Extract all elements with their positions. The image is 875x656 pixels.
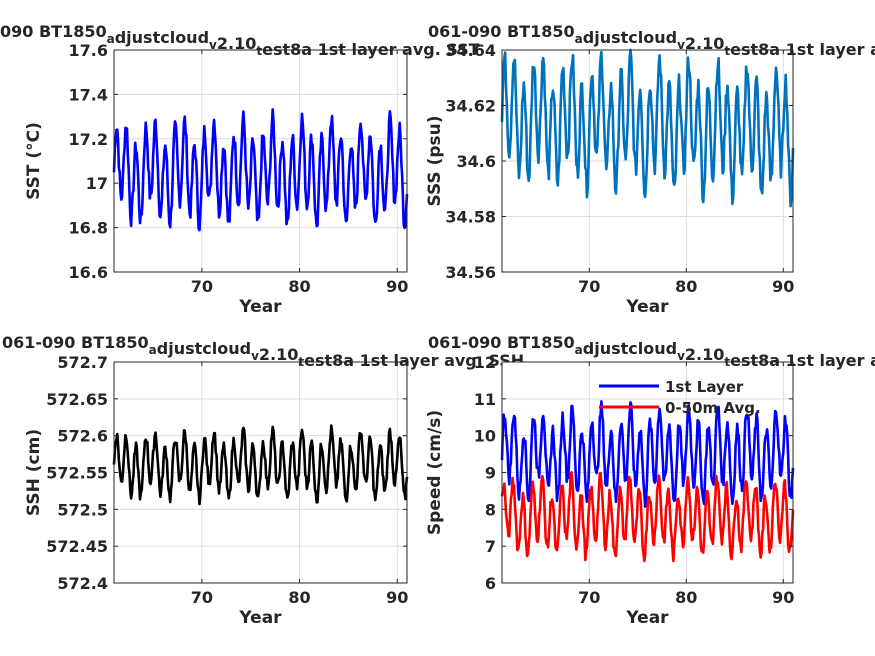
chart-title: 061-090 BT1850adjustcloudv2.10test8a 1st… xyxy=(428,333,875,370)
y-tick-label: 16.8 xyxy=(69,219,108,238)
legend-label-2: 0-50m Avg. xyxy=(665,399,761,417)
y-tick-label: 572.55 xyxy=(46,464,108,483)
x-axis-label: Year xyxy=(238,608,282,628)
title-text: 061-090 BT1850 xyxy=(2,333,149,352)
y-axis-label: SSH (cm) xyxy=(24,429,44,516)
x-tick-label: 70 xyxy=(578,588,600,607)
y-tick-label: 572.7 xyxy=(57,353,108,372)
x-tick-label: 80 xyxy=(675,277,697,296)
chart-panel-1: 70 80 90 16.6 16.8 17 17.2 17.4 17.6 Year SST (°C)… xyxy=(0,22,480,317)
title-text: 2.10 xyxy=(685,34,724,53)
y-tick-label: 16.6 xyxy=(69,263,108,282)
y-tick-label: 572.45 xyxy=(46,537,108,556)
y-tick-label: 34.62 xyxy=(445,97,496,116)
y-tick-label: 7 xyxy=(485,537,496,556)
title-text: 061-090 BT1850 xyxy=(428,22,575,41)
chart-title: 090 BT1850adjustcloudv2.10test8a 1st lay… xyxy=(0,22,480,59)
title-subscript: t xyxy=(256,44,262,58)
x-axis-label: Year xyxy=(625,608,669,628)
y-axis-label: SST (°C) xyxy=(24,122,44,200)
x-tick-label: 70 xyxy=(191,588,213,607)
y-tick-label: 34.64 xyxy=(445,41,496,60)
y-tick-label: 34.58 xyxy=(445,208,496,227)
y-tick-label: 572.65 xyxy=(46,390,108,409)
y-tick-label: 572.4 xyxy=(57,574,108,593)
title-subscript: v xyxy=(251,349,259,363)
chart-panel-3: 70 80 90 572.4 572.45 572.5 572.55 572.6 572.65 5… xyxy=(2,333,524,628)
title-text: 090 BT1850 xyxy=(0,22,107,41)
title-text: 061-090 BT1850 xyxy=(428,333,575,352)
title-text: djustcloud xyxy=(583,28,677,47)
x-axis-label: Year xyxy=(625,297,669,317)
title-subscript: a xyxy=(575,32,583,46)
x-tick-label: 90 xyxy=(386,588,408,607)
title-text: djustcloud xyxy=(115,28,209,47)
legend-label-1: 1st Layer xyxy=(665,378,744,396)
title-subscript: t xyxy=(298,355,304,369)
title-subscript: a xyxy=(107,32,115,46)
title-subscript: t xyxy=(724,44,730,58)
y-tick-label: 17.2 xyxy=(69,130,108,149)
y-tick-label: 9 xyxy=(485,464,496,483)
x-tick-label: 80 xyxy=(675,588,697,607)
legend: 1st Layer 0-50m Avg. xyxy=(599,378,761,417)
title-subscript: t xyxy=(724,355,730,369)
x-tick-label: 80 xyxy=(288,277,310,296)
chart-title: 061-090 BT1850adjustcloudv2.10test8a 1st… xyxy=(428,22,875,59)
series-line-1 xyxy=(112,424,409,506)
y-tick-label: 10 xyxy=(474,427,496,446)
chart-title: 061-090 BT1850adjustcloudv2.10test8a 1st… xyxy=(2,333,524,370)
x-axis-label: Year xyxy=(238,297,282,317)
title-subscript: v xyxy=(209,38,217,52)
y-tick-label: 572.6 xyxy=(57,427,108,446)
y-tick-label: 34.6 xyxy=(457,152,496,171)
series-line-1 xyxy=(112,108,409,232)
y-tick-label: 17 xyxy=(86,174,108,193)
title-subscript: a xyxy=(575,343,583,357)
x-tick-label: 90 xyxy=(772,588,794,607)
title-text: djustcloud xyxy=(583,339,677,358)
axes-frame xyxy=(113,49,408,273)
y-axis-label: Speed (cm/s) xyxy=(425,410,445,535)
x-tick-label: 70 xyxy=(191,277,213,296)
y-tick-label: 34.56 xyxy=(445,263,496,282)
title-text: djustcloud xyxy=(157,339,251,358)
y-axis-label: SSS (psu) xyxy=(425,115,445,206)
title-text: 2.10 xyxy=(259,345,298,364)
y-tick-label: 11 xyxy=(474,390,496,409)
series-line-1 xyxy=(500,48,795,208)
title-text: est8a 1st layer avg xyxy=(730,351,875,370)
title-text: est8a 1st layer avg. SSH xyxy=(304,351,524,370)
x-tick-label: 80 xyxy=(288,588,310,607)
title-subscript: a xyxy=(149,343,157,357)
title-subscript: v xyxy=(677,38,685,52)
y-tick-label: 8 xyxy=(485,500,496,519)
x-tick-label: 70 xyxy=(578,277,600,296)
y-tick-label: 6 xyxy=(485,574,496,593)
x-tick-label: 90 xyxy=(772,277,794,296)
series-line-2 xyxy=(500,470,795,563)
title-text: 2.10 xyxy=(685,345,724,364)
x-tick-label: 90 xyxy=(386,277,408,296)
chart-panel-4: 70 80 90 6 7 8 9 10 11 12 Year Speed (cm/s) 061-090 … xyxy=(425,333,875,628)
y-tick-label: 572.5 xyxy=(57,500,108,519)
title-text: est8a 1st layer avg. xyxy=(730,40,875,59)
y-tick-label: 17.4 xyxy=(69,85,108,104)
title-text: est8a 1st layer avg. SST xyxy=(262,40,480,59)
title-text: 2.10 xyxy=(217,34,256,53)
title-subscript: v xyxy=(677,349,685,363)
y-tick-label: 17.6 xyxy=(69,41,108,60)
y-tick-label: 12 xyxy=(474,353,496,372)
series-line-1 xyxy=(500,400,795,509)
chart-panel-2: 70 80 90 34.56 34.58 34.6 34.62 34.64 Year SSS (p… xyxy=(425,22,875,317)
